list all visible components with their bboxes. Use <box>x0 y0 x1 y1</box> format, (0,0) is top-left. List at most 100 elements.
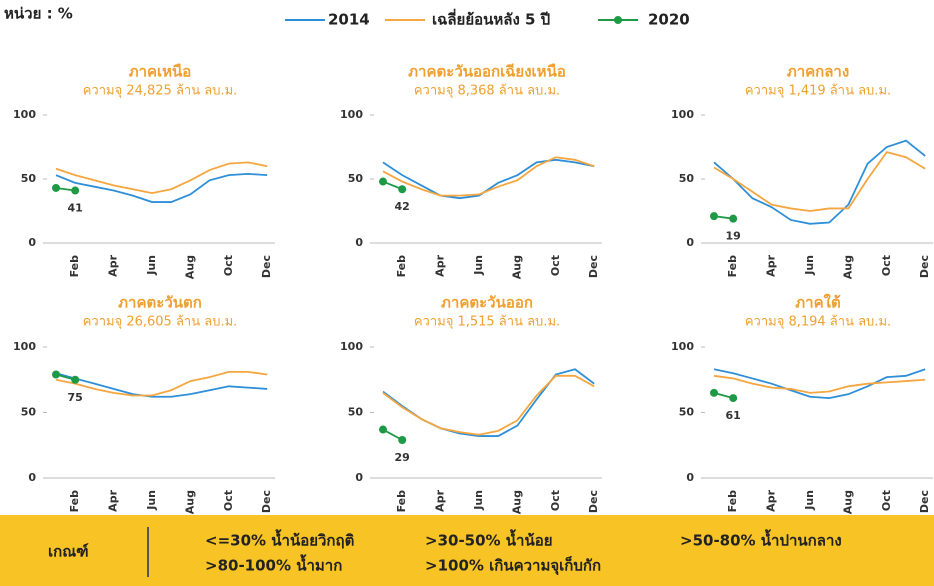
y-tick-label: 50 <box>679 172 695 185</box>
series-line <box>382 156 595 197</box>
x-tick-label: Feb <box>726 255 739 278</box>
x-tick-label: Aug <box>510 490 523 514</box>
x-tick-label: Feb <box>395 255 408 278</box>
series-line <box>382 374 595 436</box>
x-tick-label: Dec <box>918 490 931 513</box>
data-label: 41 <box>68 202 83 215</box>
series-line <box>713 374 926 394</box>
x-tick-label: Jun <box>803 255 816 276</box>
x-tick-label: Dec <box>918 255 931 278</box>
y-tick-label: 100 <box>671 108 694 121</box>
point <box>71 375 80 384</box>
criteria-item: >100% เกินความจุเก็บกัก <box>425 556 601 576</box>
x-tick-label: Jun <box>145 255 158 276</box>
legend-label: 2020 <box>648 11 690 29</box>
point <box>710 388 718 397</box>
panel-subtitle: ความจุ 8,368 ล้าน ลบ.ม. <box>414 84 560 99</box>
series-line <box>713 151 926 212</box>
legend-label: 2014 <box>328 11 370 29</box>
x-tick-label: Aug <box>841 255 854 279</box>
x-tick-label: Apr <box>434 254 447 276</box>
y-tick-label: 0 <box>355 471 363 484</box>
point <box>398 436 407 445</box>
series-line <box>55 370 268 397</box>
x-tick-label: Feb <box>68 255 81 278</box>
y-tick-label: 50 <box>348 172 364 185</box>
series-line <box>55 161 268 194</box>
criteria-label: เกณฑ์ <box>48 543 89 561</box>
x-tick-label: Oct <box>880 490 893 511</box>
y-tick-label: 0 <box>355 236 363 249</box>
panel-title: ภาคตะวันออกเฉียงเหนือ <box>408 63 566 81</box>
point <box>379 177 387 186</box>
data-label: 29 <box>395 451 410 464</box>
point <box>379 425 387 434</box>
panel-subtitle: ความจุ 26,605 ล้าน ลบ.ม. <box>83 315 238 330</box>
y-tick-label: 0 <box>686 236 694 249</box>
x-tick-label: Apr <box>765 254 778 276</box>
data-label: 42 <box>395 200 410 213</box>
x-tick-label: Dec <box>587 490 600 513</box>
x-tick-label: Feb <box>726 490 739 513</box>
y-tick-label: 100 <box>671 340 694 353</box>
x-tick-label: Oct <box>549 490 562 511</box>
series-line <box>55 372 268 398</box>
x-tick-label: Dec <box>260 490 273 513</box>
data-label: 75 <box>68 391 83 404</box>
series-line <box>713 368 926 399</box>
x-tick-label: Aug <box>183 490 196 514</box>
y-tick-label: 50 <box>348 406 364 419</box>
data-label: 19 <box>726 230 741 243</box>
x-tick-label: Feb <box>68 490 81 513</box>
point <box>729 394 738 403</box>
panel-subtitle: ความจุ 1,419 ล้าน ลบ.ม. <box>745 84 891 99</box>
x-tick-label: Apr <box>765 489 778 511</box>
y-tick-label: 50 <box>21 406 37 419</box>
x-tick-label: Aug <box>510 255 523 279</box>
x-tick-label: Jun <box>803 490 816 511</box>
point <box>52 370 60 379</box>
x-tick-label: Jun <box>472 490 485 511</box>
panel-subtitle: ความจุ 1,515 ล้าน ลบ.ม. <box>414 315 560 330</box>
point <box>398 185 407 194</box>
y-tick-label: 100 <box>340 340 363 353</box>
y-tick-label: 0 <box>28 236 36 249</box>
y-tick-label: 0 <box>28 471 36 484</box>
point <box>729 214 738 223</box>
y-tick-label: 50 <box>679 406 695 419</box>
criteria-item: >50-80% น้ำปานกลาง <box>680 529 842 550</box>
y-tick-label: 50 <box>21 172 37 185</box>
point <box>52 183 60 192</box>
x-tick-label: Apr <box>107 254 120 276</box>
panel-title: ภาคเหนือ <box>129 63 192 81</box>
panel-title: ภาคใต้ <box>795 294 840 312</box>
x-tick-label: Apr <box>434 489 447 511</box>
x-tick-label: Oct <box>222 490 235 511</box>
y-tick-label: 100 <box>13 108 36 121</box>
panel-subtitle: ความจุ 8,194 ล้าน ลบ.ม. <box>745 315 891 330</box>
x-tick-label: Apr <box>107 489 120 511</box>
x-tick-label: Oct <box>880 255 893 276</box>
series-line <box>713 139 926 225</box>
x-tick-label: Jun <box>472 255 485 276</box>
criteria-item: >80-100% น้ำมาก <box>205 554 342 575</box>
panel-title: ภาคกลาง <box>787 63 849 81</box>
x-tick-label: Dec <box>587 255 600 278</box>
criteria-item: >30-50% น้ำน้อย <box>425 529 553 550</box>
panel-title: ภาคตะวันออก <box>441 294 533 312</box>
panel-title: ภาคตะวันตก <box>118 294 202 312</box>
y-tick-label: 0 <box>686 471 694 484</box>
panel-subtitle: ความจุ 24,825 ล้าน ลบ.ม. <box>83 84 238 99</box>
criteria-item: <=30% น้ำน้อยวิกฤติ <box>205 529 354 550</box>
x-tick-label: Jun <box>145 490 158 511</box>
y-tick-label: 100 <box>13 340 36 353</box>
x-tick-label: Oct <box>222 255 235 276</box>
series-line <box>55 172 268 203</box>
x-tick-label: Aug <box>183 255 196 279</box>
series-line <box>382 368 595 437</box>
series-line <box>382 158 595 200</box>
legend-marker <box>614 16 622 24</box>
criteria-box <box>0 515 934 586</box>
unit-label: หน่วย : % <box>4 5 73 23</box>
